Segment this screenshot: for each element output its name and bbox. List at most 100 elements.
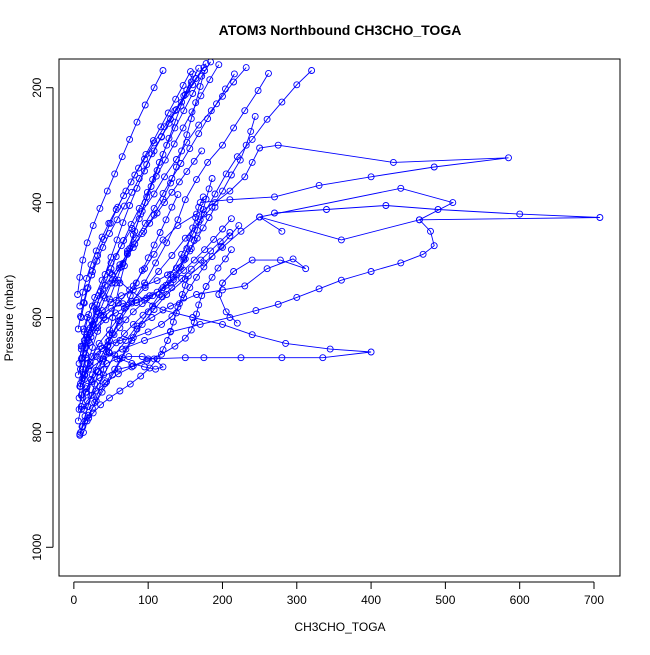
series-line xyxy=(79,70,312,435)
data-point xyxy=(141,284,149,292)
data-point xyxy=(129,243,137,251)
data-point xyxy=(193,291,200,298)
data-point xyxy=(95,309,103,317)
data-point xyxy=(236,156,244,164)
data-point xyxy=(112,339,120,347)
data-point xyxy=(143,294,151,302)
data-point xyxy=(78,354,86,362)
data-point xyxy=(138,266,146,274)
data-point xyxy=(83,274,90,282)
data-point xyxy=(230,78,238,86)
data-point xyxy=(120,304,128,312)
data-point xyxy=(75,405,83,413)
data-point xyxy=(430,163,438,171)
data-point xyxy=(216,238,224,246)
data-point xyxy=(141,363,148,371)
data-point xyxy=(162,281,170,289)
data-point xyxy=(109,330,116,338)
data-point xyxy=(207,107,215,115)
data-point xyxy=(181,281,189,289)
data-point xyxy=(88,302,96,310)
data-point xyxy=(109,271,116,279)
data-point xyxy=(172,309,180,317)
data-point xyxy=(168,175,176,182)
data-point xyxy=(129,334,137,342)
data-point xyxy=(142,150,150,158)
data-point xyxy=(141,199,149,207)
data-point xyxy=(434,206,442,213)
data-point xyxy=(419,250,427,258)
data-point xyxy=(112,309,119,317)
data-point xyxy=(157,123,165,131)
data-point xyxy=(120,330,128,338)
data-point xyxy=(319,354,327,362)
data-point xyxy=(230,268,238,275)
data-point xyxy=(116,324,124,332)
data-point xyxy=(222,170,230,178)
plot-area xyxy=(74,59,604,439)
x-tick-label: 400 xyxy=(361,593,381,607)
data-point xyxy=(77,382,84,390)
data-point xyxy=(226,229,234,236)
data-point xyxy=(106,295,113,303)
x-tick-label: 700 xyxy=(584,593,604,607)
data-point xyxy=(193,176,200,184)
data-point xyxy=(183,138,191,146)
data-point xyxy=(123,250,131,258)
data-point xyxy=(77,312,84,320)
data-point xyxy=(162,216,170,224)
data-point xyxy=(126,202,134,209)
data-point xyxy=(202,195,210,203)
series-line xyxy=(80,205,600,433)
data-point xyxy=(74,325,82,333)
data-point xyxy=(233,319,241,327)
data-point xyxy=(167,302,174,310)
data-point xyxy=(146,219,154,227)
series-line xyxy=(80,73,235,387)
data-point xyxy=(116,355,124,363)
data-point xyxy=(199,206,207,213)
series-7 xyxy=(77,202,604,436)
data-point xyxy=(193,234,201,242)
data-point xyxy=(169,318,177,326)
y-tick-label: 800 xyxy=(30,422,44,442)
data-point xyxy=(97,401,105,409)
data-point xyxy=(91,380,99,388)
data-point xyxy=(248,331,256,339)
data-point xyxy=(171,342,179,350)
data-point xyxy=(596,214,604,221)
series-9 xyxy=(74,67,167,298)
data-point xyxy=(92,387,100,395)
data-point xyxy=(193,226,201,234)
data-point xyxy=(308,67,316,74)
data-point xyxy=(112,253,120,261)
data-point xyxy=(88,271,96,279)
data-point xyxy=(149,292,157,300)
data-point xyxy=(164,337,171,344)
x-axis-label: CH3CHO_TOGA xyxy=(294,620,385,634)
x-tick-label: 200 xyxy=(212,593,232,607)
series-2 xyxy=(74,69,272,425)
data-point xyxy=(120,202,128,210)
data-point xyxy=(265,69,272,77)
data-point xyxy=(187,245,195,253)
series-29 xyxy=(79,229,234,402)
data-point xyxy=(205,214,213,221)
data-point xyxy=(93,257,101,265)
data-point xyxy=(256,144,264,152)
data-point xyxy=(193,210,200,218)
data-point xyxy=(188,108,196,116)
data-point xyxy=(196,216,204,224)
data-point xyxy=(150,84,158,92)
data-point xyxy=(161,156,169,164)
data-point xyxy=(206,76,214,84)
data-point xyxy=(213,100,220,108)
data-point xyxy=(148,314,156,321)
plot-frame xyxy=(58,58,621,577)
data-point xyxy=(99,285,107,293)
data-point xyxy=(210,235,218,243)
data-point xyxy=(193,310,200,318)
data-point xyxy=(276,256,284,264)
data-point xyxy=(337,236,345,244)
